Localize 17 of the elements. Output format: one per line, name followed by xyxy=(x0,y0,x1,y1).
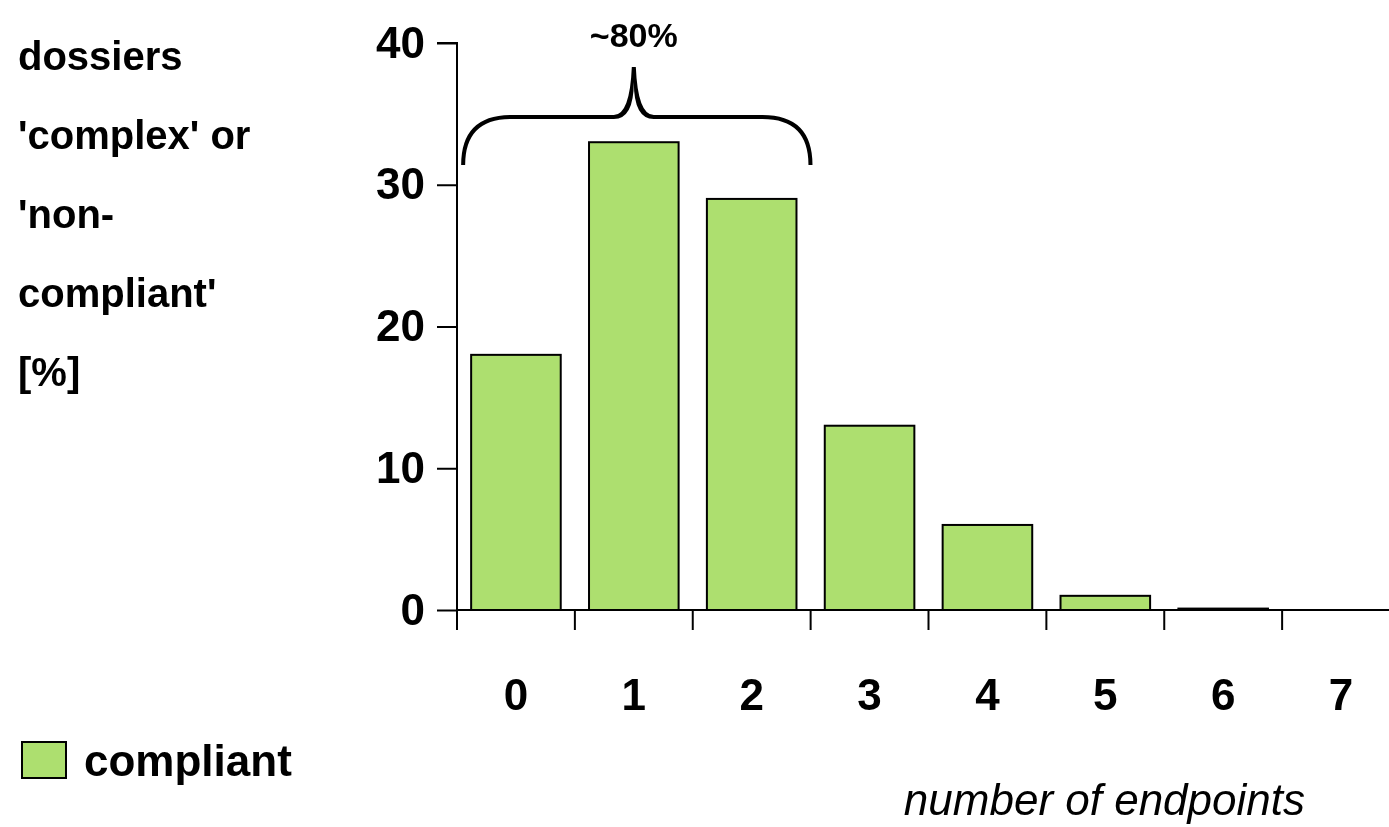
x-tick-label: 2 xyxy=(739,670,764,719)
annotation: ~80% xyxy=(589,16,678,54)
y-tick-label: 40 xyxy=(376,17,425,67)
x-tick-label: 7 xyxy=(1328,670,1354,719)
legend-label: compliant xyxy=(84,736,293,785)
y-tick-label: 30 xyxy=(376,159,425,209)
y-axis-title: dossiers 'complex' or 'non-compliant' [%] xyxy=(18,34,251,394)
x-tick-label: 4 xyxy=(975,670,1001,719)
y-tick-label: 10 xyxy=(376,442,425,492)
x-tick-label: 1 xyxy=(621,670,647,719)
x-tick-label: 3 xyxy=(857,670,882,719)
y-tick-label: 20 xyxy=(376,301,425,351)
x-tick-label: 0 xyxy=(503,670,529,719)
y-tick-label: 0 xyxy=(400,584,425,634)
x-tick-label: 5 xyxy=(1093,670,1118,719)
x-tick-label: 6 xyxy=(1210,670,1236,719)
x-axis-title: number of endpoints xyxy=(903,775,1305,824)
